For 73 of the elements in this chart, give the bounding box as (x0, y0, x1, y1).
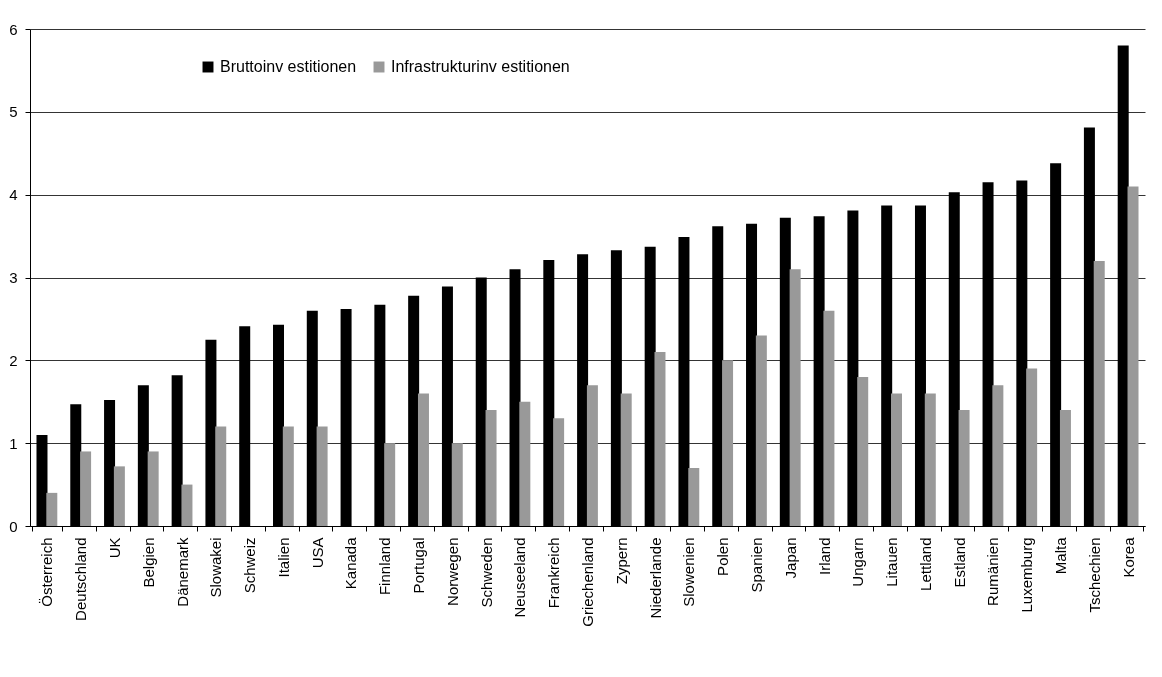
bar (823, 310, 835, 526)
x-tick-label: Schweiz (241, 537, 259, 594)
x-tick-label: Dänemark (173, 537, 191, 607)
x-tick-label: Ungarn (849, 537, 867, 587)
y-tick-label: 0 (9, 517, 18, 535)
bar (620, 393, 632, 526)
x-tick-label: Zypern (612, 537, 630, 585)
x-tick-label: Niederlande (646, 537, 664, 619)
bar (417, 393, 429, 526)
x-tick-label: Korea (1119, 536, 1137, 578)
legend-label: Bruttoinv estitionen (220, 58, 357, 75)
bar (1059, 410, 1071, 526)
bar (485, 410, 497, 526)
bar (147, 451, 159, 526)
x-tick-label: Kanada (342, 536, 360, 590)
bar (891, 393, 902, 526)
bar (46, 492, 58, 526)
bar (857, 376, 869, 526)
x-tick-label: Österreich (38, 537, 56, 607)
bar (789, 269, 801, 526)
x-tick-label: Japan (781, 537, 799, 579)
bar (586, 385, 598, 526)
x-tick-label: Litauen (883, 537, 901, 587)
bar (1093, 260, 1105, 526)
x-tick-label: Lettland (916, 537, 934, 591)
bar (958, 410, 970, 526)
bar (924, 393, 936, 526)
bar (316, 426, 328, 526)
x-tick-label: Italien (274, 537, 292, 578)
bar (519, 401, 531, 526)
x-tick-label: Portugal (410, 537, 428, 594)
bar (722, 360, 734, 526)
x-tick-label: Slowakei (207, 537, 225, 598)
x-tick-label: Belgien (139, 537, 157, 588)
bar (1026, 368, 1038, 526)
x-tick-label: USA (308, 537, 326, 569)
bar (992, 385, 1004, 526)
x-tick-label: Slowenien (680, 537, 698, 607)
bar (181, 484, 193, 526)
x-tick-label: Frankreich (545, 537, 563, 609)
x-tick-label: Griechenland (579, 537, 596, 627)
bar (654, 352, 666, 526)
x-tick-label: Rumänien (984, 537, 1002, 606)
x-tick-label: Schweden (477, 537, 495, 608)
x-tick-label: Finnland (376, 537, 394, 596)
bar (282, 426, 294, 526)
bar (113, 466, 125, 526)
x-tick-label: Tschechien (1085, 537, 1103, 613)
x-tick-label: Polen (714, 537, 732, 576)
legend-label: Infrastrukturinv estitionen (391, 58, 570, 75)
bar (451, 443, 463, 526)
bar (755, 335, 767, 526)
bar (1127, 186, 1139, 526)
x-tick-label: Neuseeland (511, 537, 529, 618)
x-tick-label: Malta (1052, 536, 1070, 575)
y-tick-label: 5 (9, 103, 18, 121)
x-tick-label: Luxemburg (1018, 537, 1036, 613)
x-tick-label: Estland (950, 537, 968, 588)
x-tick-label: Deutschland (72, 537, 90, 621)
y-tick-label: 3 (9, 269, 18, 286)
x-tick-label: UK (105, 537, 123, 559)
x-tick-label: Norwegen (443, 537, 461, 606)
y-tick-label: 2 (9, 351, 18, 369)
y-tick-label: 4 (9, 186, 18, 204)
bar (80, 451, 92, 526)
bar (384, 443, 396, 526)
bar (553, 418, 565, 526)
x-tick-label: Spanien (747, 537, 765, 593)
bar (688, 468, 700, 526)
x-tick-label: Irland (815, 537, 833, 576)
y-tick-label: 1 (9, 434, 18, 452)
y-tick-label: 6 (9, 20, 18, 38)
bar (215, 426, 227, 526)
